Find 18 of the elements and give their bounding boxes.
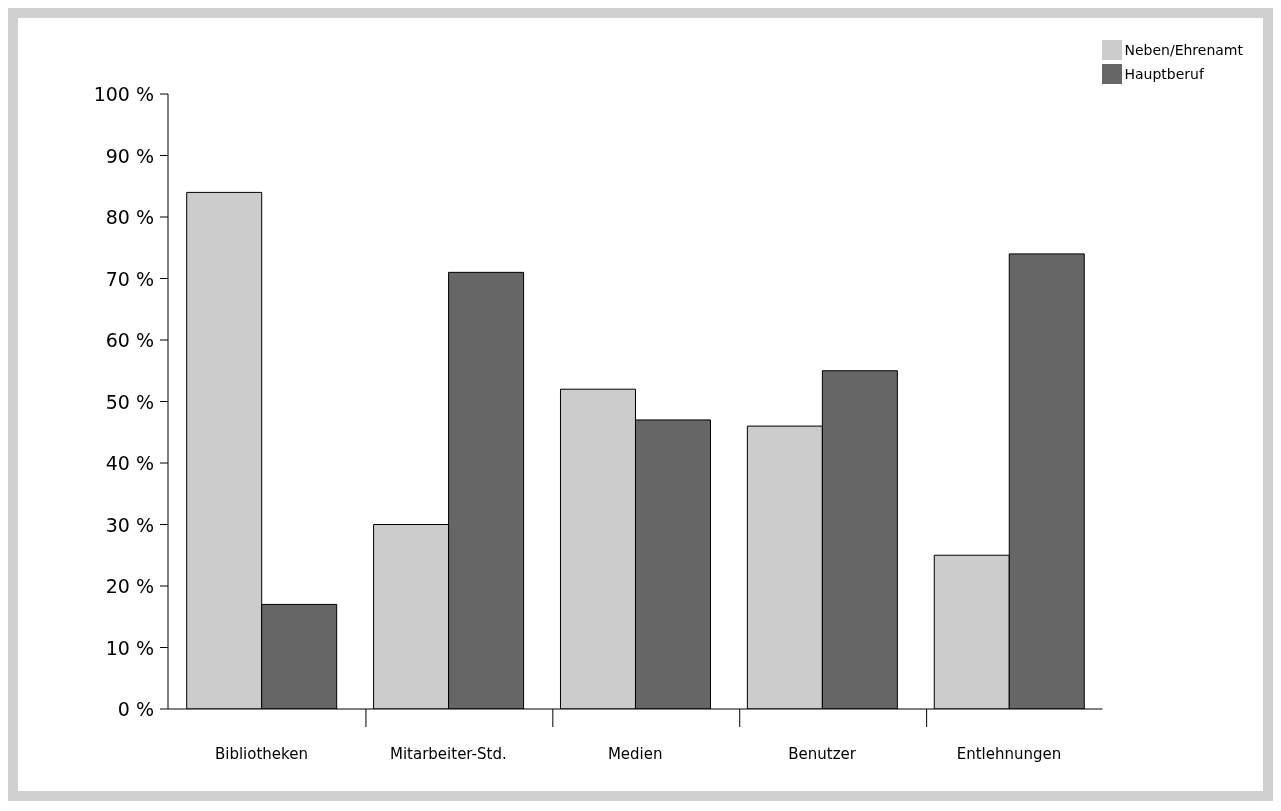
y-tick-label: 20 % — [105, 575, 154, 597]
x-tick-label: Mitarbeiter-Std. — [389, 745, 507, 763]
legend-label: Neben/Ehrenamt — [1124, 41, 1243, 60]
y-tick-label: 100 % — [93, 83, 154, 105]
y-tick-label: 50 % — [105, 390, 154, 413]
y-tick-label: 70 % — [105, 267, 154, 290]
y-tick-label: 30 % — [105, 513, 154, 536]
x-tick-label: Entlehnungen — [956, 745, 1062, 763]
legend-label: Hauptberuf — [1124, 65, 1204, 84]
y-tick-label: 0 % — [117, 698, 154, 720]
x-tick-label: Bibliotheken — [214, 745, 308, 763]
x-tick-label: Medien — [607, 745, 663, 763]
y-tick-label: 40 % — [105, 452, 154, 474]
y-tick-label: 80 % — [105, 206, 154, 228]
y-tick-label: 90 % — [105, 144, 154, 167]
y-tick-label: 10 % — [105, 636, 154, 659]
x-tick-label: Benutzer — [788, 745, 857, 763]
y-tick-label: 60 % — [105, 329, 154, 351]
